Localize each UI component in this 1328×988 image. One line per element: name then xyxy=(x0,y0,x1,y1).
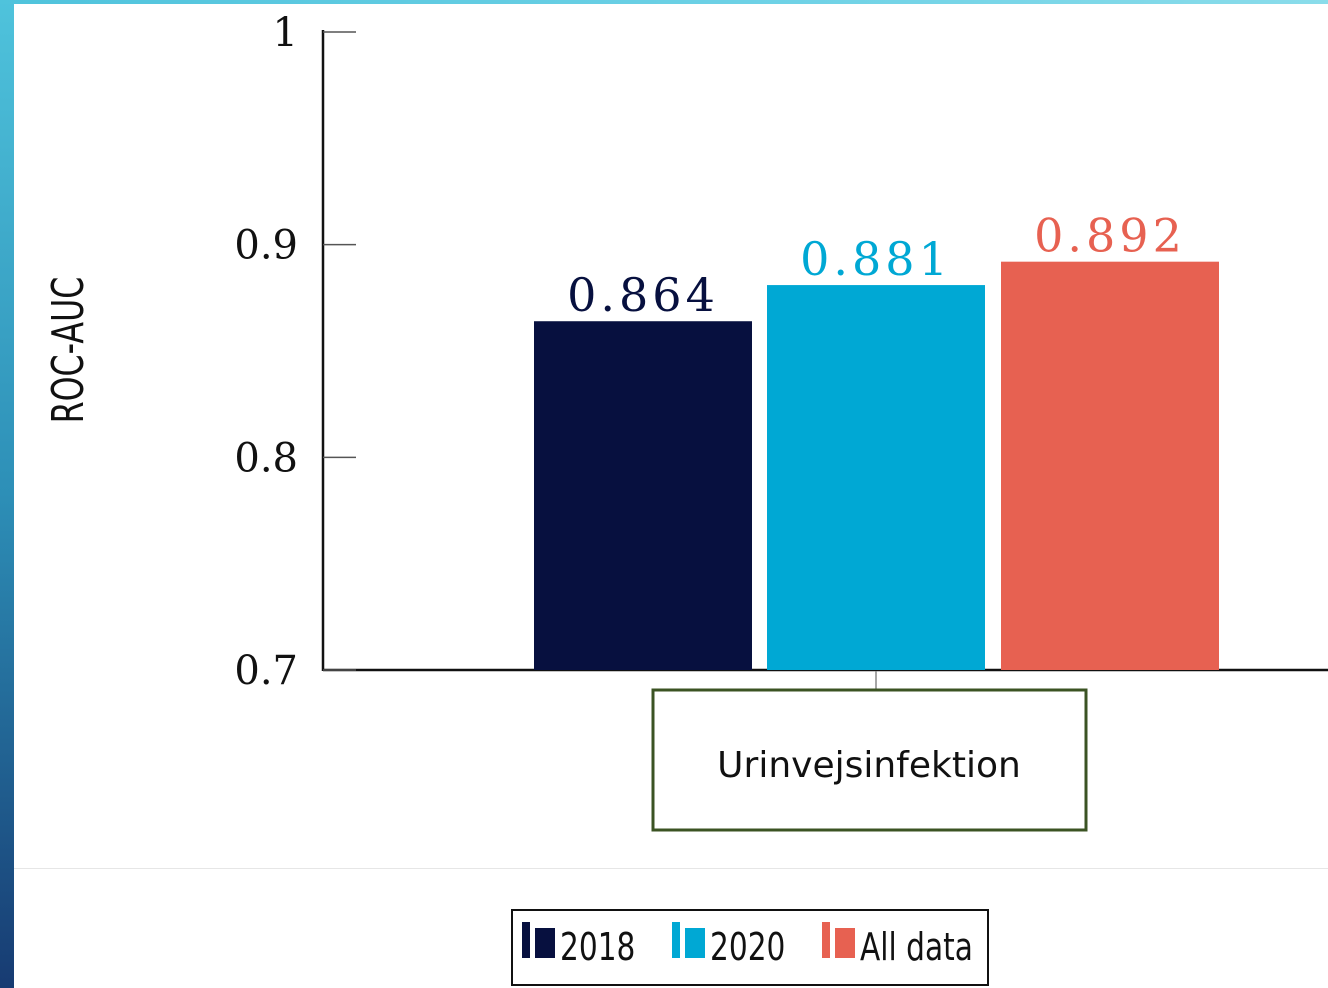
accent-top-bar xyxy=(0,0,1328,4)
bars xyxy=(534,261,1219,670)
y-tick-label: 1 xyxy=(273,10,298,56)
legend: 2018 2020 All data xyxy=(511,909,989,986)
legend-box xyxy=(511,909,989,986)
legend-label: 2020 xyxy=(710,925,785,970)
y-tick-label: 0.9 xyxy=(234,223,298,269)
category-group: Urinvejsinfektion xyxy=(651,671,1088,832)
y-tick-label: 0.7 xyxy=(234,648,298,694)
data-labels: 0.864 0.881 0.892 xyxy=(567,209,1186,323)
legend-swatch xyxy=(672,922,705,958)
y-axis-label: ROC-AUC xyxy=(43,277,95,424)
legend-label: 2018 xyxy=(560,925,635,970)
legend-label: All data xyxy=(860,925,973,970)
y-ticks: 0.7 0.8 0.9 1 xyxy=(234,10,356,694)
bar-all-data xyxy=(1001,261,1219,670)
data-label-all-data: 0.892 xyxy=(1034,209,1186,263)
y-tick-label: 0.8 xyxy=(234,435,298,481)
accent-side-bar xyxy=(0,0,14,988)
bar-2018 xyxy=(534,321,752,670)
bar-2020 xyxy=(767,285,985,670)
legend-swatch xyxy=(822,922,855,958)
data-label-2020: 0.881 xyxy=(800,232,952,286)
slide-divider xyxy=(14,868,1328,869)
category-label-box xyxy=(651,688,1088,832)
data-label-2018: 0.864 xyxy=(567,268,719,322)
category-label: Urinvejsinfektion xyxy=(717,745,1021,786)
legend-swatch xyxy=(522,922,555,958)
